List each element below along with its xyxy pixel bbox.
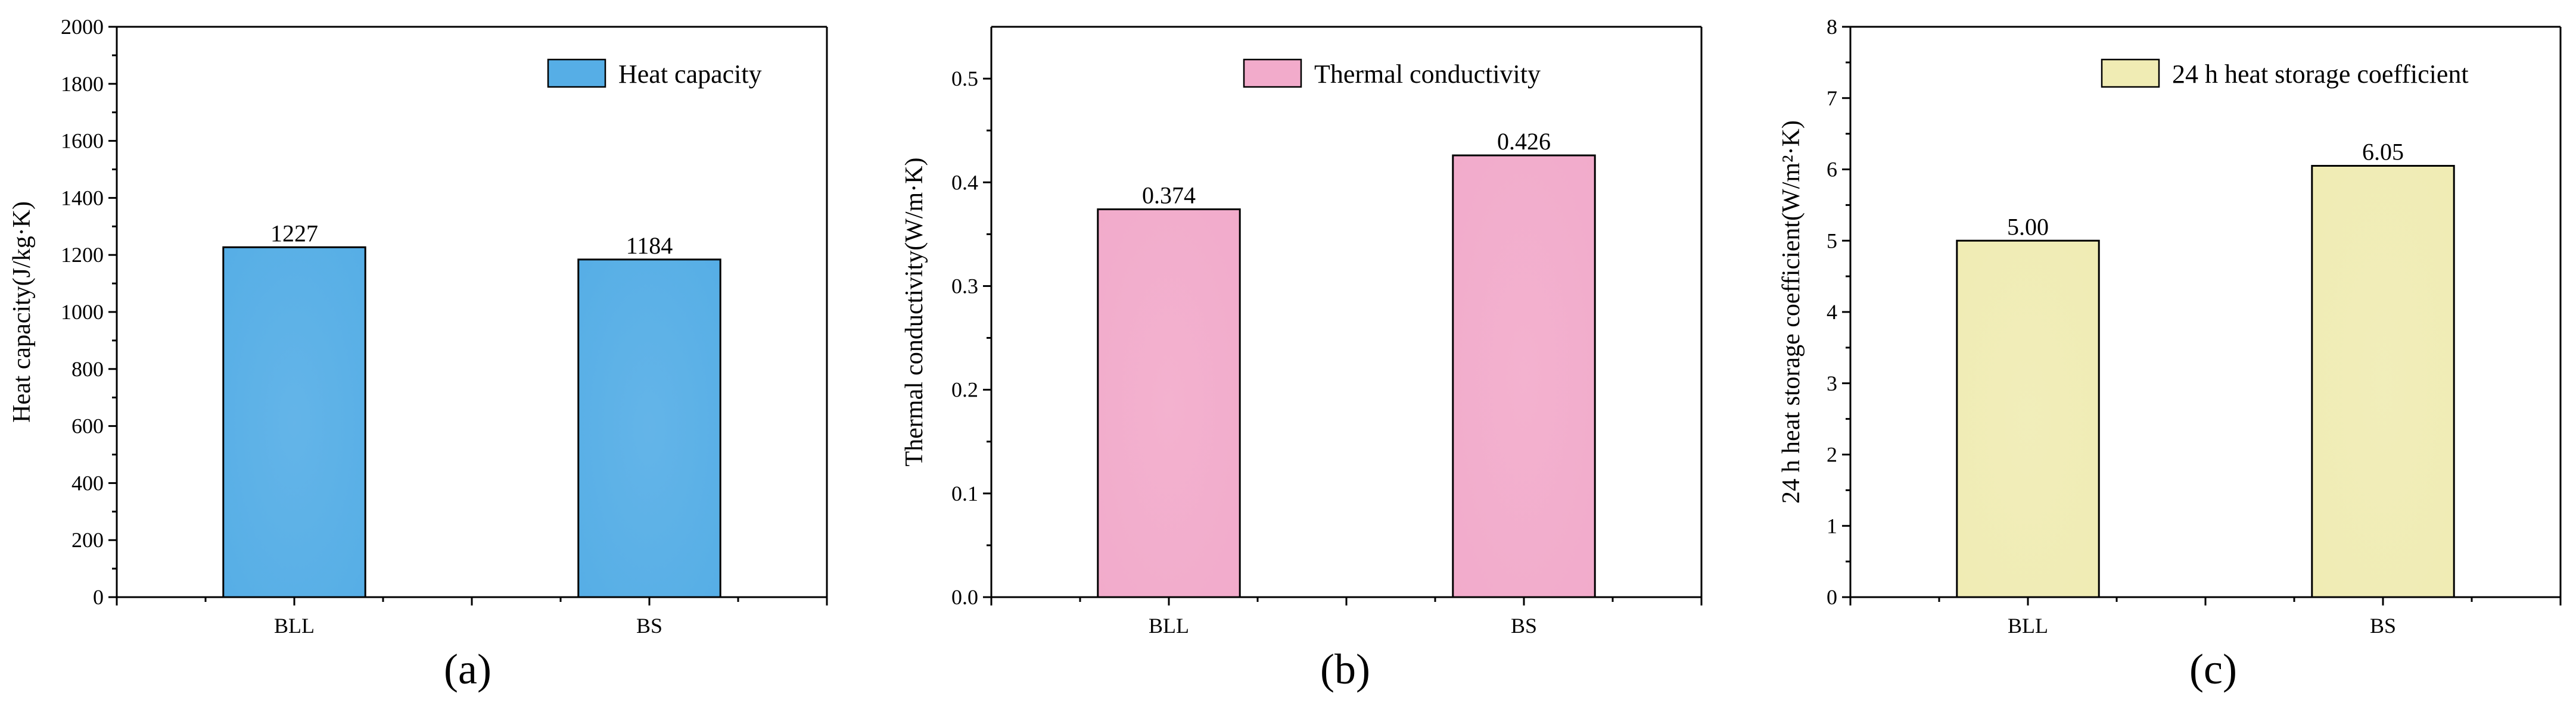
y-tick-label: 5 [1827,229,1837,252]
y-axis-title: Thermal conductivity(W/m·K) [901,158,928,467]
bar-bll [222,246,366,598]
legend: Thermal conductivity [1243,58,1541,89]
y-tick-label: 0.1 [951,482,978,505]
bar-value-label: 6.05 [2362,139,2404,166]
bar-bll [1097,208,1241,598]
y-tick-label: 6 [1827,158,1837,182]
x-category-label: BS [2370,614,2396,638]
y-tick-label: 1000 [61,300,104,324]
panel-label: (a) [444,645,491,693]
y-tick-label: 1 [1827,514,1837,538]
panel-label: (c) [2189,645,2237,693]
chart-panel-1: 0 200 400 600 800 1000 1200 1400 1600 1800 2000 122… [8,15,828,693]
bar-value-label: 5.00 [2007,213,2049,240]
bar-bs [1452,154,1596,598]
y-axis-title: Heat capacity(J/kg·K) [8,201,36,423]
y-tick-label: 7 [1827,86,1837,110]
y-tick-label: 600 [71,414,104,438]
bar-bll [1956,239,2100,598]
bar-bs [577,258,721,598]
y-axis-title: 24 h heat storage coefficient(W/m²·K) [1778,120,1805,504]
legend: 24 h heat storage coefficient [2101,58,2469,89]
x-category-label: BLL [1149,614,1189,638]
bar-value-label: 1227 [270,220,318,246]
x-category-label: BLL [2008,614,2048,638]
x-category-label: BLL [274,614,315,638]
y-tick-label: 1600 [61,129,104,153]
y-tick-label: 2000 [61,15,104,39]
x-category-label: BS [1511,614,1537,638]
y-tick-label: 800 [71,357,104,381]
legend-swatch [1243,58,1302,88]
y-tick-label: 0.0 [951,585,978,609]
y-tick-label: 0 [93,585,104,609]
bar-bs [2311,165,2455,598]
y-tick-label: 200 [71,528,104,552]
legend-label: Thermal conductivity [1314,60,1541,89]
bar-value-label: 0.426 [1497,128,1551,155]
y-tick-label: 0 [1827,585,1837,609]
y-tick-label: 0.2 [951,378,978,402]
y-tick-label: 0.4 [951,170,978,194]
y-tick-label: 1400 [61,186,104,210]
chart-panel-2: 0.0 0.1 0.2 0.3 0.4 0.5 0.374 BLL 0.426 BS Thermal… [901,26,1703,693]
y-tick-label: 0.5 [951,67,978,90]
y-tick-label: 1200 [61,243,104,267]
y-tick-label: 8 [1827,15,1837,39]
y-tick-label: 0.3 [951,274,978,298]
legend-swatch [547,58,606,88]
x-category-label: BS [636,614,662,638]
chart-panel-3: 0 1 2 3 4 5 6 7 8 5.00 BLL 6.05 BS 24 h heat storage … [1778,15,2562,693]
chart-panels: 0200400600800100012001400160018002000122… [8,15,2562,693]
legend-swatch [2101,58,2160,88]
legend-label: Heat capacity [618,60,762,89]
y-tick-label: 400 [71,471,104,495]
bar-value-label: 1184 [626,232,673,259]
legend: Heat capacity [547,58,762,89]
bar-value-label: 0.374 [1142,182,1196,209]
y-tick-label: 4 [1827,300,1837,324]
y-tick-label: 2 [1827,443,1837,467]
y-tick-label: 1800 [61,72,104,96]
y-tick-label: 3 [1827,372,1837,395]
panel-label: (b) [1320,645,1370,693]
legend-label: 24 h heat storage coefficient [2172,60,2469,89]
